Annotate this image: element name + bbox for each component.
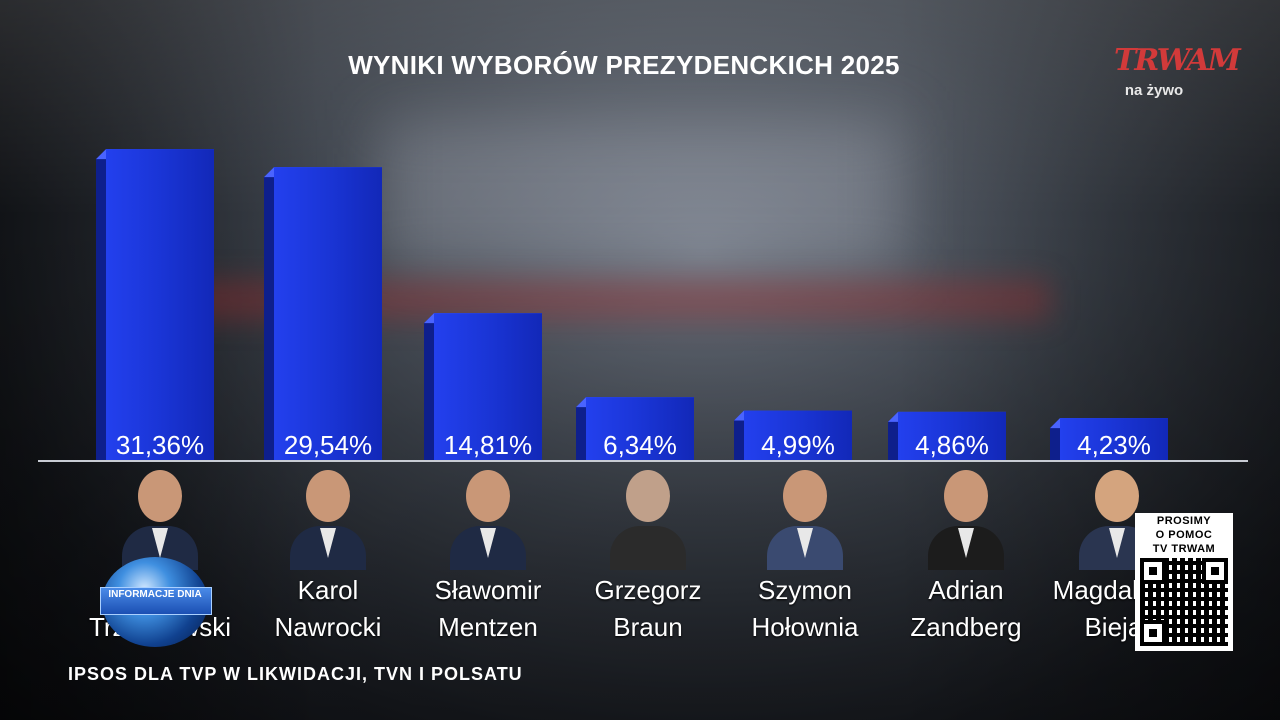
candidate-last-name: Hołownia <box>751 612 859 642</box>
bar-1 <box>274 167 382 460</box>
candidate-mentzen: Sławomir Mentzen <box>413 466 563 644</box>
bar-5 <box>898 411 1006 460</box>
bar-side-0 <box>96 149 106 460</box>
candidate-first-name: Sławomir <box>434 575 542 605</box>
bar-side-4 <box>734 410 744 460</box>
candidate-photo <box>922 466 1010 570</box>
candidate-first-name: Grzegorz <box>594 575 702 605</box>
qr-caption-2: O POMOC <box>1155 529 1213 541</box>
bar-value-label-4: 4,99% <box>761 430 835 460</box>
candidate-first-name: Szymon <box>758 575 852 605</box>
bar-value-label-6: 4,23% <box>1077 430 1151 460</box>
candidate-last-name: Zandberg <box>910 612 1022 642</box>
candidate-nawrocki: Karol Nawrocki <box>253 466 403 644</box>
bar-side-6 <box>1050 418 1060 460</box>
bar-value-label-5: 4,86% <box>915 430 989 460</box>
bar-side-5 <box>888 411 898 460</box>
candidate-first-name: Adrian <box>928 575 1004 605</box>
qr-caption-3: TV TRWAM <box>1152 543 1216 555</box>
poll-source: IPSOS DLA TVP W LIKWIDACJI, TVN I POLSAT… <box>68 664 523 684</box>
candidate-zandberg: Adrian Zandberg <box>891 466 1041 644</box>
chart-title: WYNIKI WYBORÓW PREZYDENCKICH 2025 <box>348 50 900 80</box>
live-label: na żywo <box>1124 82 1184 99</box>
program-badge: INFORMACJE DNIA <box>100 555 212 650</box>
qr-caption-1: PROSIMY <box>1156 515 1212 527</box>
candidate-photo <box>444 466 532 570</box>
qr-donation-box[interactable]: PROSIMY O POMOC TV TRWAM <box>1135 513 1233 651</box>
bar-side-1 <box>264 167 274 460</box>
bar-2 <box>434 313 542 460</box>
bar-side-2 <box>424 313 434 460</box>
candidate-photo <box>284 466 372 570</box>
bar-side-3 <box>576 397 586 460</box>
bar-value-label-2: 14,81% <box>444 430 532 460</box>
bar-value-label-3: 6,34% <box>603 430 677 460</box>
candidate-braun: Grzegorz Braun <box>573 466 723 644</box>
candidate-photo <box>761 466 849 570</box>
badge-band <box>100 587 212 615</box>
candidate-first-name: Karol <box>297 575 359 605</box>
background-light <box>380 120 900 270</box>
chart-baseline <box>38 460 1248 462</box>
bar-value-label-1: 29,54% <box>284 430 372 460</box>
candidate-last-name: Mentzen <box>438 612 538 642</box>
qr-code-icon[interactable] <box>1140 558 1228 646</box>
bar-4 <box>744 410 852 460</box>
bar-6 <box>1060 418 1168 460</box>
bar-value-label-0: 31,36% <box>116 430 204 460</box>
program-badge-label: INFORMACJE DNIA <box>108 589 202 600</box>
candidate-photo <box>604 466 692 570</box>
candidate-last-name: Nawrocki <box>274 612 382 642</box>
bar-0 <box>106 149 214 460</box>
candidate-holownia: Szymon Hołownia <box>730 466 880 644</box>
bar-3 <box>586 397 694 460</box>
candidate-last-name: Braun <box>613 612 683 642</box>
